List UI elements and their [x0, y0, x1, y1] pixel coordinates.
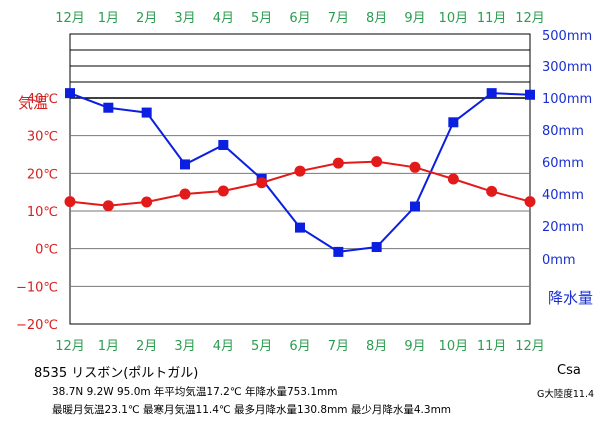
month-label-bottom: 12月: [55, 339, 85, 354]
precipitation-series: [65, 88, 535, 257]
month-label-top: 10月: [439, 11, 469, 26]
precipitation-point: [141, 107, 152, 118]
month-label-top: 8月: [366, 11, 387, 26]
month-label-top: 2月: [136, 11, 157, 26]
precipitation-point: [218, 139, 229, 150]
temperature-series: [64, 156, 536, 212]
koppen-class: Csa: [557, 363, 581, 378]
precipitation-point: [180, 159, 190, 170]
month-label-top: 9月: [404, 11, 425, 26]
station-title: 8535 リスボン(ポルトガル): [34, 366, 199, 381]
month-label-bottom: 12月: [515, 339, 545, 354]
precipitation-point: [525, 89, 535, 100]
precipitation-point: [103, 102, 114, 113]
temperature-tick-label: 20℃: [27, 167, 58, 182]
month-label-top: 12月: [55, 11, 85, 26]
month-label-top: 3月: [174, 11, 195, 26]
precipitation-point: [448, 117, 459, 128]
month-label-bottom: 10月: [439, 339, 469, 354]
temperature-point: [102, 200, 114, 212]
temperature-point: [141, 196, 153, 208]
temperature-point: [256, 177, 268, 189]
month-label-top: 1月: [98, 11, 119, 26]
temperature-tick-label: 40℃: [27, 92, 58, 107]
precipitation-point: [486, 88, 497, 99]
temperature-point: [217, 185, 229, 197]
precipitation-tick-label: 20mm: [542, 220, 584, 235]
month-label-bottom: 7月: [328, 339, 349, 354]
month-label-bottom: 4月: [213, 339, 234, 354]
precipitation-axis-title: 降水量: [548, 289, 593, 307]
precipitation-point: [65, 88, 75, 99]
month-label-bottom: 2月: [136, 339, 157, 354]
month-label-top: 6月: [289, 11, 310, 26]
bottom-month-labels: 12月 1月 2月 3月 4月 5月 6月 7月 8月 9月 10月 11月 12月: [55, 339, 545, 354]
temperature-tick-label: 10℃: [27, 205, 58, 220]
month-label-bottom: 9月: [404, 339, 425, 354]
temperature-point: [409, 161, 421, 173]
precipitation-point: [371, 242, 382, 253]
top-month-labels: 12月 1月 2月 3月 4月 5月 6月 7月 8月 9月 10月 11月 12月: [55, 11, 545, 26]
month-label-top: 11月: [477, 11, 507, 26]
station-summary-line1: 38.7N 9.2W 95.0m 年平均気温17.2℃ 年降水量753.1mm: [52, 386, 338, 398]
station-summary-line2: 最暖月気温23.1℃ 最寒月気温11.4℃ 最多月降水量130.8mm 最少月降…: [52, 404, 452, 416]
precipitation-axis-ticks: 500mm 300mm 100mm 80mm 60mm 40mm 20mm 0mm: [542, 29, 592, 268]
month-label-top: 7月: [328, 11, 349, 26]
month-label-bottom: 6月: [289, 339, 310, 354]
month-label-top: 4月: [213, 11, 234, 26]
temperature-tick-label: 30℃: [27, 130, 58, 145]
precipitation-tick-label: 100mm: [542, 92, 592, 107]
precipitation-point: [295, 222, 305, 233]
month-label-top: 12月: [515, 11, 545, 26]
month-label-bottom: 8月: [366, 339, 387, 354]
precipitation-tick-label: 0mm: [542, 253, 576, 268]
temperature-tick-label: −20℃: [16, 318, 58, 333]
temperature-axis-ticks: 40℃ 30℃ 20℃ 10℃ 0℃ −10℃ −20℃: [16, 92, 58, 333]
chart-grid: [69, 33, 531, 325]
temperature-tick-label: −10℃: [16, 280, 58, 295]
precipitation-point: [333, 246, 344, 257]
temperature-point: [447, 173, 459, 185]
temperature-point: [179, 188, 191, 200]
temperature-point: [371, 156, 383, 168]
month-label-bottom: 1月: [98, 339, 119, 354]
temperature-point: [64, 196, 76, 208]
month-label-bottom: 5月: [251, 339, 272, 354]
continentality-index: G大陸度11.4: [537, 389, 595, 400]
precipitation-tick-label: 60mm: [542, 156, 584, 171]
temperature-point: [486, 185, 498, 197]
temperature-axis-title: 気温: [18, 94, 48, 112]
precipitation-tick-label: 40mm: [542, 188, 584, 203]
precipitation-tick-label: 500mm: [542, 29, 592, 44]
temperature-point: [294, 165, 306, 177]
precipitation-point: [410, 201, 420, 212]
month-label-bottom: 3月: [174, 339, 195, 354]
month-label-bottom: 11月: [477, 339, 507, 354]
precipitation-tick-label: 300mm: [542, 60, 592, 75]
temperature-point: [332, 157, 344, 169]
month-label-top: 5月: [251, 11, 272, 26]
temperature-point: [524, 196, 536, 208]
plot-frame: [69, 33, 531, 325]
temperature-tick-label: 0℃: [35, 243, 58, 258]
precipitation-tick-label: 80mm: [542, 124, 584, 139]
